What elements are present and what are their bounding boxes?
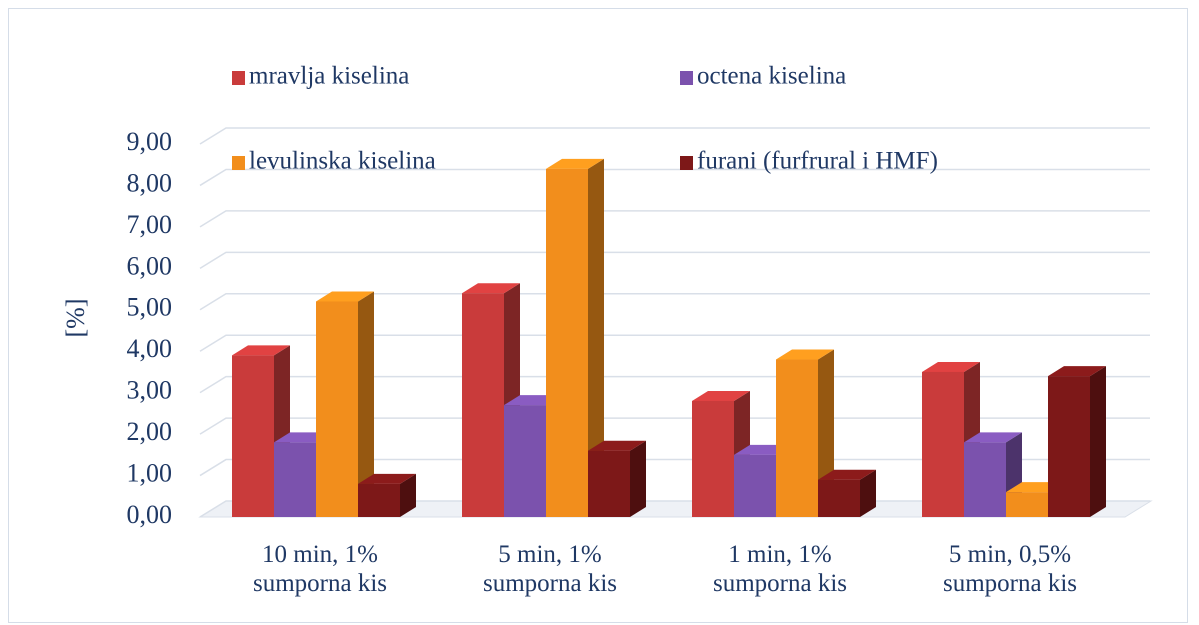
bar <box>818 469 876 517</box>
bar-top <box>1048 366 1106 377</box>
y-axis-label: [%] <box>61 299 90 338</box>
grid-line <box>199 210 1150 228</box>
bar-side <box>630 440 646 517</box>
bar-top <box>588 440 646 451</box>
y-tick-label: 3,00 <box>127 376 173 405</box>
bar <box>316 291 374 517</box>
legend-label: levulinska kiselina <box>249 148 436 175</box>
bar-front <box>462 293 504 517</box>
bar-top <box>462 283 520 294</box>
grid-line <box>199 375 1150 394</box>
legend-swatch <box>680 156 693 170</box>
chart-frame <box>8 8 1188 623</box>
bar-side <box>400 473 416 517</box>
y-tick-label: 6,00 <box>127 251 173 280</box>
y-tick-label: 7,00 <box>127 210 173 239</box>
y-tick-label: 0,00 <box>127 500 173 529</box>
bar-top <box>964 432 1022 443</box>
legend-swatch <box>680 71 693 85</box>
y-tick-label: 8,00 <box>127 168 173 197</box>
bar-front <box>692 400 734 517</box>
bar-side <box>358 291 374 517</box>
bar-front <box>734 454 776 517</box>
bar <box>546 158 604 517</box>
bar-front <box>588 450 630 517</box>
bar-top <box>358 473 416 484</box>
y-tick-label: 5,00 <box>127 293 173 322</box>
bar-top <box>692 390 750 401</box>
grid-line <box>199 168 1150 187</box>
legend-swatch <box>232 156 245 170</box>
bar-front <box>232 355 274 517</box>
grid-line <box>199 251 1150 269</box>
grid-line <box>199 458 1150 477</box>
bar-front <box>546 168 588 517</box>
bar-top <box>818 469 876 480</box>
bar-front <box>316 301 358 517</box>
legend-label: octena kiselina <box>697 63 846 90</box>
bar-top <box>922 361 980 372</box>
x-tick-label: 10 min, 1% sumporna kis <box>252 541 388 597</box>
bar-front <box>358 483 400 517</box>
bar-front <box>274 442 316 517</box>
bar-front <box>776 359 818 517</box>
bar <box>1048 366 1106 517</box>
y-tick-label: 9,00 <box>127 127 173 156</box>
bar-side <box>588 158 604 517</box>
x-tick-label: 5 min, 0,5% sumporna kis <box>942 541 1078 597</box>
grid-line <box>199 293 1150 311</box>
bar-top <box>546 158 604 169</box>
y-tick-label: 2,00 <box>127 417 173 446</box>
legend-swatch <box>232 71 245 85</box>
bar-top <box>776 349 834 360</box>
bar-front <box>1006 492 1048 517</box>
legend-label: mravlja kiselina <box>249 63 409 90</box>
bar <box>588 440 646 517</box>
bar-top <box>316 291 374 302</box>
bar-side <box>1090 366 1106 517</box>
bar-top <box>232 345 290 356</box>
grid-line <box>199 334 1150 352</box>
y-tick-label: 1,00 <box>127 459 173 488</box>
legend-label: furani (furfrural i HMF) <box>697 148 938 175</box>
bar-front <box>1048 376 1090 517</box>
x-tick-label: 1 min, 1% sumporna kis <box>712 541 848 597</box>
bar <box>358 473 416 517</box>
y-tick-label: 4,00 <box>127 334 173 363</box>
bar-front <box>504 405 546 517</box>
grid-line <box>199 417 1150 435</box>
bar-front <box>964 442 1006 517</box>
x-tick-label: 5 min, 1% sumporna kis <box>482 541 618 597</box>
bar-front <box>818 479 860 517</box>
bar-front <box>922 371 964 517</box>
bar-side <box>860 469 876 517</box>
grid-line <box>199 127 1150 145</box>
